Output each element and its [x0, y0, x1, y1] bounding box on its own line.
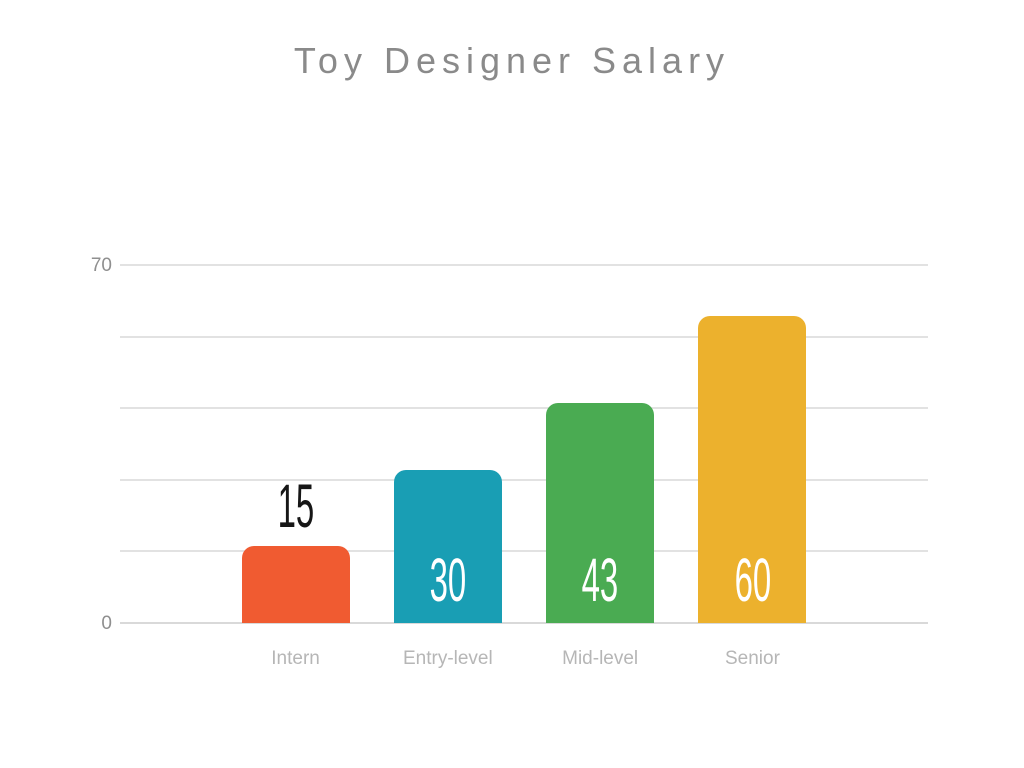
bar-value-label: 60	[698, 546, 806, 615]
x-axis-line	[120, 622, 928, 624]
bar-value-label: 15	[242, 471, 350, 540]
bar-senior: 60	[698, 316, 807, 623]
gridline	[120, 407, 928, 410]
y-axis-tick-label: 70	[90, 255, 112, 276]
bar-value-text: 15	[277, 471, 314, 540]
x-axis-category-label: Mid-level	[562, 648, 639, 669]
bar-value-label: 43	[546, 546, 654, 615]
bar-value-label: 30	[394, 546, 502, 615]
gridline	[120, 335, 928, 338]
chart-title: Toy Designer Salary	[293, 40, 731, 81]
y-axis-tick-label: 0	[101, 613, 112, 634]
bar-mid-level: 43	[546, 403, 655, 623]
x-axis-category-label: Entry-level	[402, 648, 493, 669]
x-axis-category-label: Senior	[724, 648, 780, 669]
gridline	[120, 264, 928, 266]
bar-chart-plot-area: 0 70 15 Intern 30 Entry-level 43 Mid-level 60 Sen…	[91, 256, 928, 669]
x-axis-category-label: Intern	[271, 648, 320, 669]
bar-value-text: 43	[581, 546, 619, 615]
gridline	[120, 478, 928, 481]
gridline	[120, 550, 928, 553]
bar-entry-level: 30	[393, 469, 502, 623]
bar-value-text: 30	[429, 546, 467, 615]
bar-intern: 15	[241, 475, 350, 623]
bar-value-text: 60	[734, 546, 771, 615]
